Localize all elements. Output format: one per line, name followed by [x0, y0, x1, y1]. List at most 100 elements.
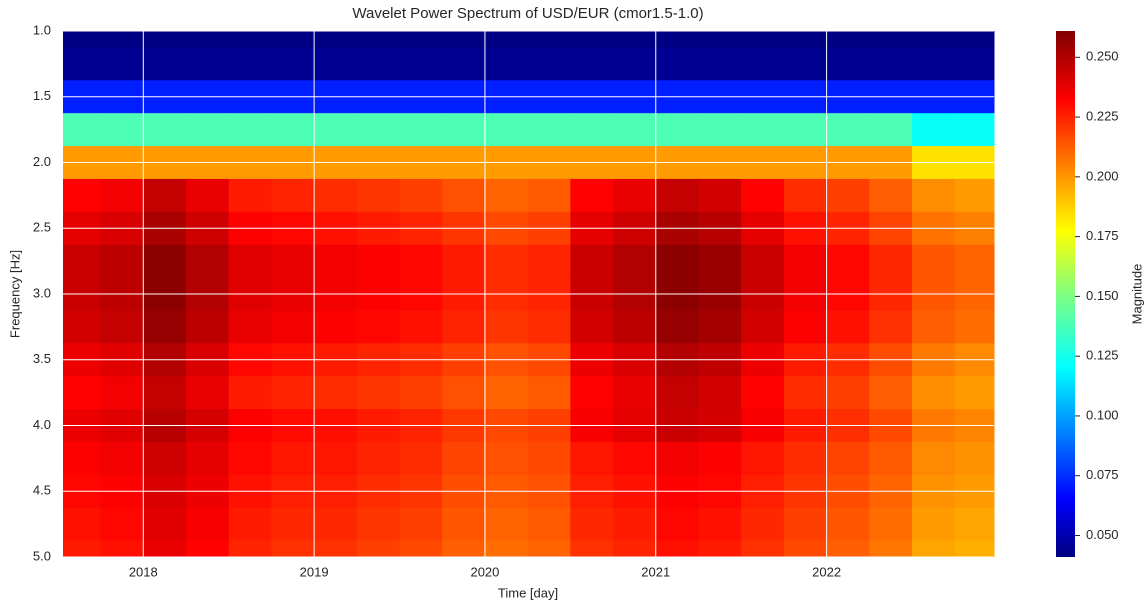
heatmap-cell [741, 441, 785, 476]
heatmap-cell [698, 113, 742, 147]
heatmap-cell [869, 310, 913, 344]
heatmap-cell [954, 113, 995, 147]
heatmap-cell [228, 507, 272, 542]
heatmap-cell [356, 47, 401, 81]
heatmap-cell [869, 47, 913, 81]
heatmap-cell [100, 507, 144, 542]
heatmap-cell [741, 244, 785, 279]
heatmap-cell [271, 31, 315, 48]
heatmap-cell [570, 310, 614, 344]
x-tick-label: 2020 [470, 564, 499, 579]
heatmap-cell [527, 47, 571, 81]
heatmap-cell [442, 113, 486, 147]
heatmap-cell [442, 244, 486, 279]
heatmap-cell [527, 310, 571, 344]
heatmap-cell [570, 441, 614, 476]
heatmap-cell [442, 540, 486, 558]
heatmap-cell [826, 113, 870, 147]
heatmap-cell [570, 31, 614, 48]
heatmap-cell [63, 178, 102, 213]
heatmap-cell [100, 113, 144, 147]
heatmap-cell [826, 31, 870, 48]
heatmap-cell [314, 244, 358, 279]
heatmap-cell [271, 376, 315, 410]
heatmap-cell [613, 178, 657, 213]
heatmap-cell [399, 113, 443, 147]
heatmap-cell [655, 507, 699, 542]
heatmap-cell [143, 310, 187, 344]
heatmap-cell [399, 376, 443, 410]
heatmap-cell [484, 376, 529, 410]
heatmap-cell [741, 47, 785, 81]
heatmap-cell [356, 507, 401, 542]
heatmap-cell [912, 540, 956, 558]
heatmap-cell [271, 310, 315, 344]
heatmap-cell [655, 441, 699, 476]
heatmap-cell [527, 244, 571, 279]
heatmap-cell [356, 113, 401, 147]
chart-title: Wavelet Power Spectrum of USD/EUR (cmor1… [352, 5, 703, 22]
y-tick-label: 4.0 [33, 417, 51, 432]
heatmap-cell [954, 178, 995, 213]
heatmap-cell [527, 441, 571, 476]
heatmap-cell [613, 310, 657, 344]
heatmap-cell [698, 178, 742, 213]
heatmap-cell [442, 178, 486, 213]
heatmap-cell [826, 507, 870, 542]
heatmap-cell [143, 507, 187, 542]
heatmap-cell [783, 310, 828, 344]
colorbar-tick-label: 0.100 [1086, 407, 1119, 422]
heatmap-cell [399, 540, 443, 558]
heatmap-cell [869, 376, 913, 410]
heatmap-cell [655, 178, 699, 213]
heatmap-cell [698, 244, 742, 279]
heatmap-cell [570, 113, 614, 147]
y-tick-label: 2.5 [33, 220, 51, 235]
heatmap-cell [271, 47, 315, 81]
heatmap-cell [912, 244, 956, 279]
heatmap-cell [100, 540, 144, 558]
heatmap-cell [484, 178, 529, 213]
heatmap-cell [185, 441, 230, 476]
heatmap-cell [613, 540, 657, 558]
heatmap-cell [741, 540, 785, 558]
heatmap-cell [613, 507, 657, 542]
colorbar-tick-label: 0.075 [1086, 467, 1119, 482]
heatmap-cell [228, 244, 272, 279]
heatmap-cell [826, 540, 870, 558]
heatmap-cell [314, 31, 358, 48]
heatmap-cell [570, 376, 614, 410]
grid [63, 30, 994, 558]
heatmap-cell [143, 244, 187, 279]
heatmap-cell [442, 31, 486, 48]
heatmap-cell [655, 376, 699, 410]
heatmap-cell [655, 244, 699, 279]
heatmap-cell [143, 178, 187, 213]
heatmap-cell [698, 507, 742, 542]
heatmap-cell [741, 376, 785, 410]
colorbar-tick-label: 0.225 [1086, 109, 1119, 124]
heatmap-cell [143, 113, 187, 147]
heatmap-cell [954, 376, 995, 410]
heatmap-cell [912, 507, 956, 542]
heatmap-cell [271, 244, 315, 279]
heatmap-cell [228, 376, 272, 410]
heatmap-cell [655, 113, 699, 147]
heatmap-cell [314, 113, 358, 147]
heatmap-cell [484, 31, 529, 48]
heatmap-cell [570, 540, 614, 558]
heatmap-cell [314, 178, 358, 213]
heatmap-cell [527, 376, 571, 410]
heatmap-cell [185, 310, 230, 344]
heatmap-cell [442, 310, 486, 344]
heatmap-cell [741, 507, 785, 542]
heatmap-cell [698, 376, 742, 410]
heatmap-cell [570, 244, 614, 279]
colorbar-tick-label: 0.200 [1086, 168, 1119, 183]
heatmap-cell [314, 507, 358, 542]
heatmap-cell [399, 31, 443, 48]
heatmap-cell [271, 113, 315, 147]
y-tick-label: 5.0 [33, 548, 51, 563]
heatmap-cell [314, 540, 358, 558]
